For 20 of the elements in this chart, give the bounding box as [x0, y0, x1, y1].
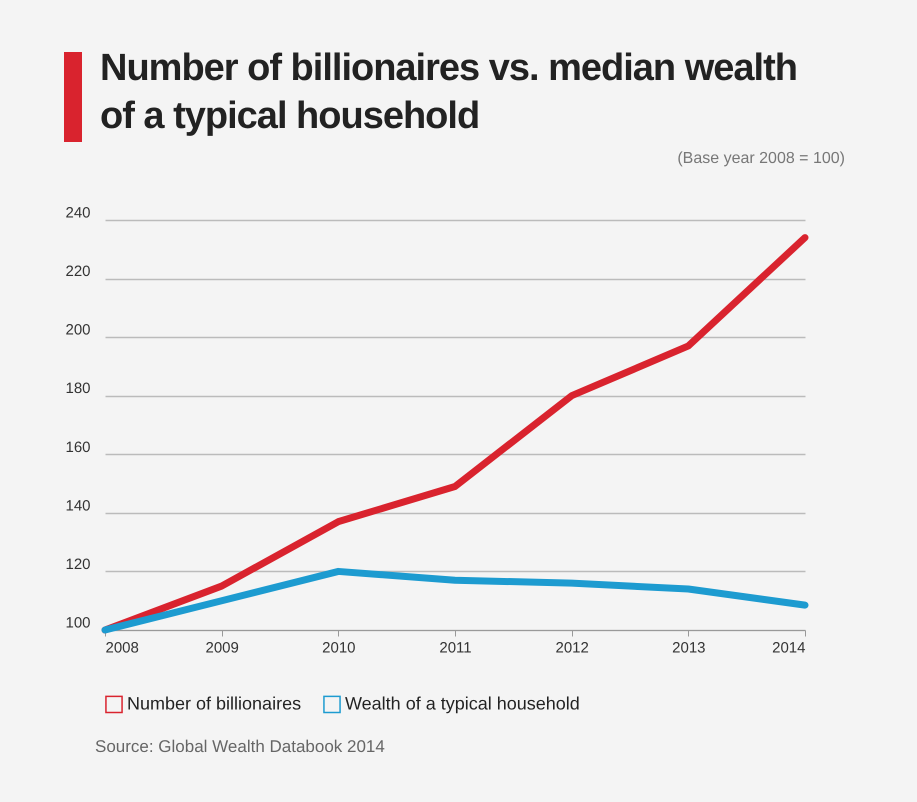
y-tick-label: 200	[66, 322, 91, 339]
y-tick-label: 120	[66, 556, 91, 573]
y-tick-label: 160	[66, 438, 91, 456]
x-tick-label: 2011	[439, 640, 472, 656]
chart-title: Number of billionaires vs. median wealth of a typical household	[100, 46, 798, 139]
x-tick-label: 2009	[205, 640, 239, 656]
x-tick-label: 2014	[772, 640, 806, 656]
y-tick-label: 140	[66, 497, 91, 514]
y-tick-label: 220	[66, 263, 91, 280]
source-note: Source: Global Wealth Databook 2014	[95, 737, 385, 757]
legend-label: Number of billionaires	[127, 693, 302, 714]
x-tick-label: 2010	[322, 640, 356, 656]
legend-label: Wealth of a typical household	[345, 693, 580, 714]
y-tick-label: 180	[66, 380, 91, 398]
y-tick-label: 240	[66, 204, 91, 222]
x-tick-label: 2012	[555, 640, 589, 656]
x-tick-label: 2013	[672, 640, 706, 656]
y-tick-label: 100	[66, 614, 91, 632]
chart-subtitle: (Base year 2008 = 100)	[677, 150, 845, 168]
x-tick-label: 2008	[106, 640, 139, 656]
